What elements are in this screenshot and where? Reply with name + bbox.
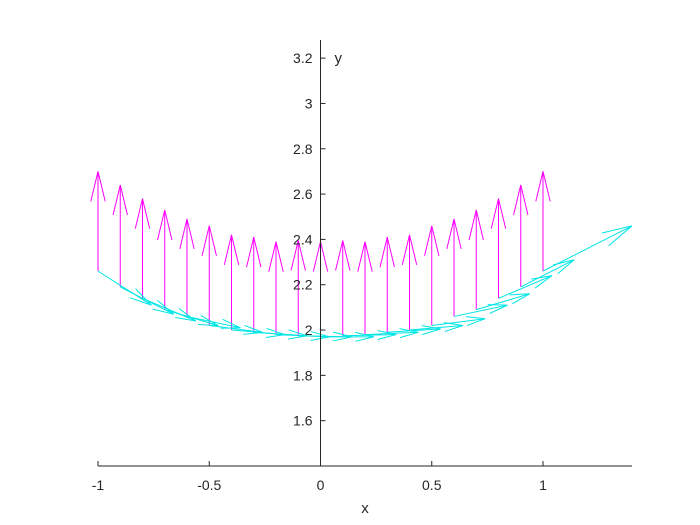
- x-tick-label: 0: [317, 477, 325, 493]
- quiver-arrow: [201, 225, 217, 326]
- quiver-arrow: [379, 237, 395, 333]
- y-tick-label: 2.2: [293, 277, 313, 293]
- quiver-arrow: [490, 198, 507, 299]
- x-axis-label: x: [361, 500, 369, 517]
- quiver-arrow: [513, 184, 529, 287]
- x-tick-label: 1: [539, 477, 547, 493]
- quiver-arrow: [342, 329, 397, 340]
- y-tick-label: 1.6: [293, 413, 313, 429]
- y-axis-label: y: [335, 50, 343, 67]
- y-tick-label: 3: [305, 95, 313, 111]
- arrows-layer: [90, 171, 633, 342]
- quiver-arrow: [290, 240, 306, 336]
- quiver-arrow: [223, 234, 240, 331]
- quiver-arrow: [112, 184, 128, 287]
- quiver-arrow: [424, 225, 440, 326]
- quiver-arrow: [179, 218, 195, 317]
- x-tick-label: -0.5: [197, 477, 221, 493]
- quiver-arrow: [387, 325, 441, 336]
- quiver-arrow: [320, 331, 375, 342]
- quiver-arrow: [401, 234, 418, 331]
- y-tick-label: 3.2: [293, 50, 313, 66]
- quiver-arrow: [453, 304, 508, 317]
- quiver-arrow: [357, 241, 373, 335]
- y-tick-label: 2.8: [293, 141, 313, 157]
- quiver-arrow: [134, 198, 151, 299]
- quiver-arrow: [335, 240, 351, 336]
- y-tick-label: 2: [305, 322, 313, 338]
- quiver-arrow: [364, 328, 419, 339]
- quiver-arrow: [142, 297, 197, 322]
- y-tick-label: 2.6: [293, 186, 313, 202]
- quiver-arrow: [268, 241, 284, 335]
- quiver-arrow: [476, 293, 530, 311]
- y-tick-label: 1.8: [293, 367, 313, 383]
- quiver-arrow: [542, 225, 633, 272]
- quiver-arrow: [97, 270, 152, 306]
- ticks-layer: -1 -0.5 0 0.5 1 1.6 1.8 2 2.2 2.4 2.6 2.8 3 3.2: [92, 50, 547, 493]
- quiver-arrow: [468, 209, 484, 310]
- quiver-arrow: [431, 316, 486, 327]
- quiver-arrow: [157, 209, 173, 310]
- quiver-arrow: [90, 171, 106, 272]
- x-tick-label: 0.5: [422, 477, 442, 493]
- y-tick-label: 2.4: [293, 231, 313, 247]
- quiver-arrow: [520, 259, 575, 288]
- x-tick-label: -1: [92, 477, 105, 493]
- quiver-arrow: [446, 218, 462, 317]
- quiver-arrow: [535, 171, 551, 272]
- quiver-arrow: [246, 237, 262, 333]
